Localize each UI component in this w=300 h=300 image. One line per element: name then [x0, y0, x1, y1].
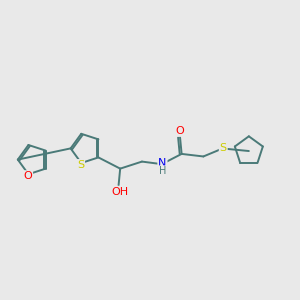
Text: N: N	[158, 158, 166, 168]
Text: O: O	[175, 126, 184, 136]
Text: S: S	[77, 160, 84, 170]
Text: S: S	[220, 143, 227, 153]
Text: OH: OH	[111, 187, 128, 197]
Text: H: H	[159, 166, 166, 176]
Text: O: O	[23, 171, 32, 181]
